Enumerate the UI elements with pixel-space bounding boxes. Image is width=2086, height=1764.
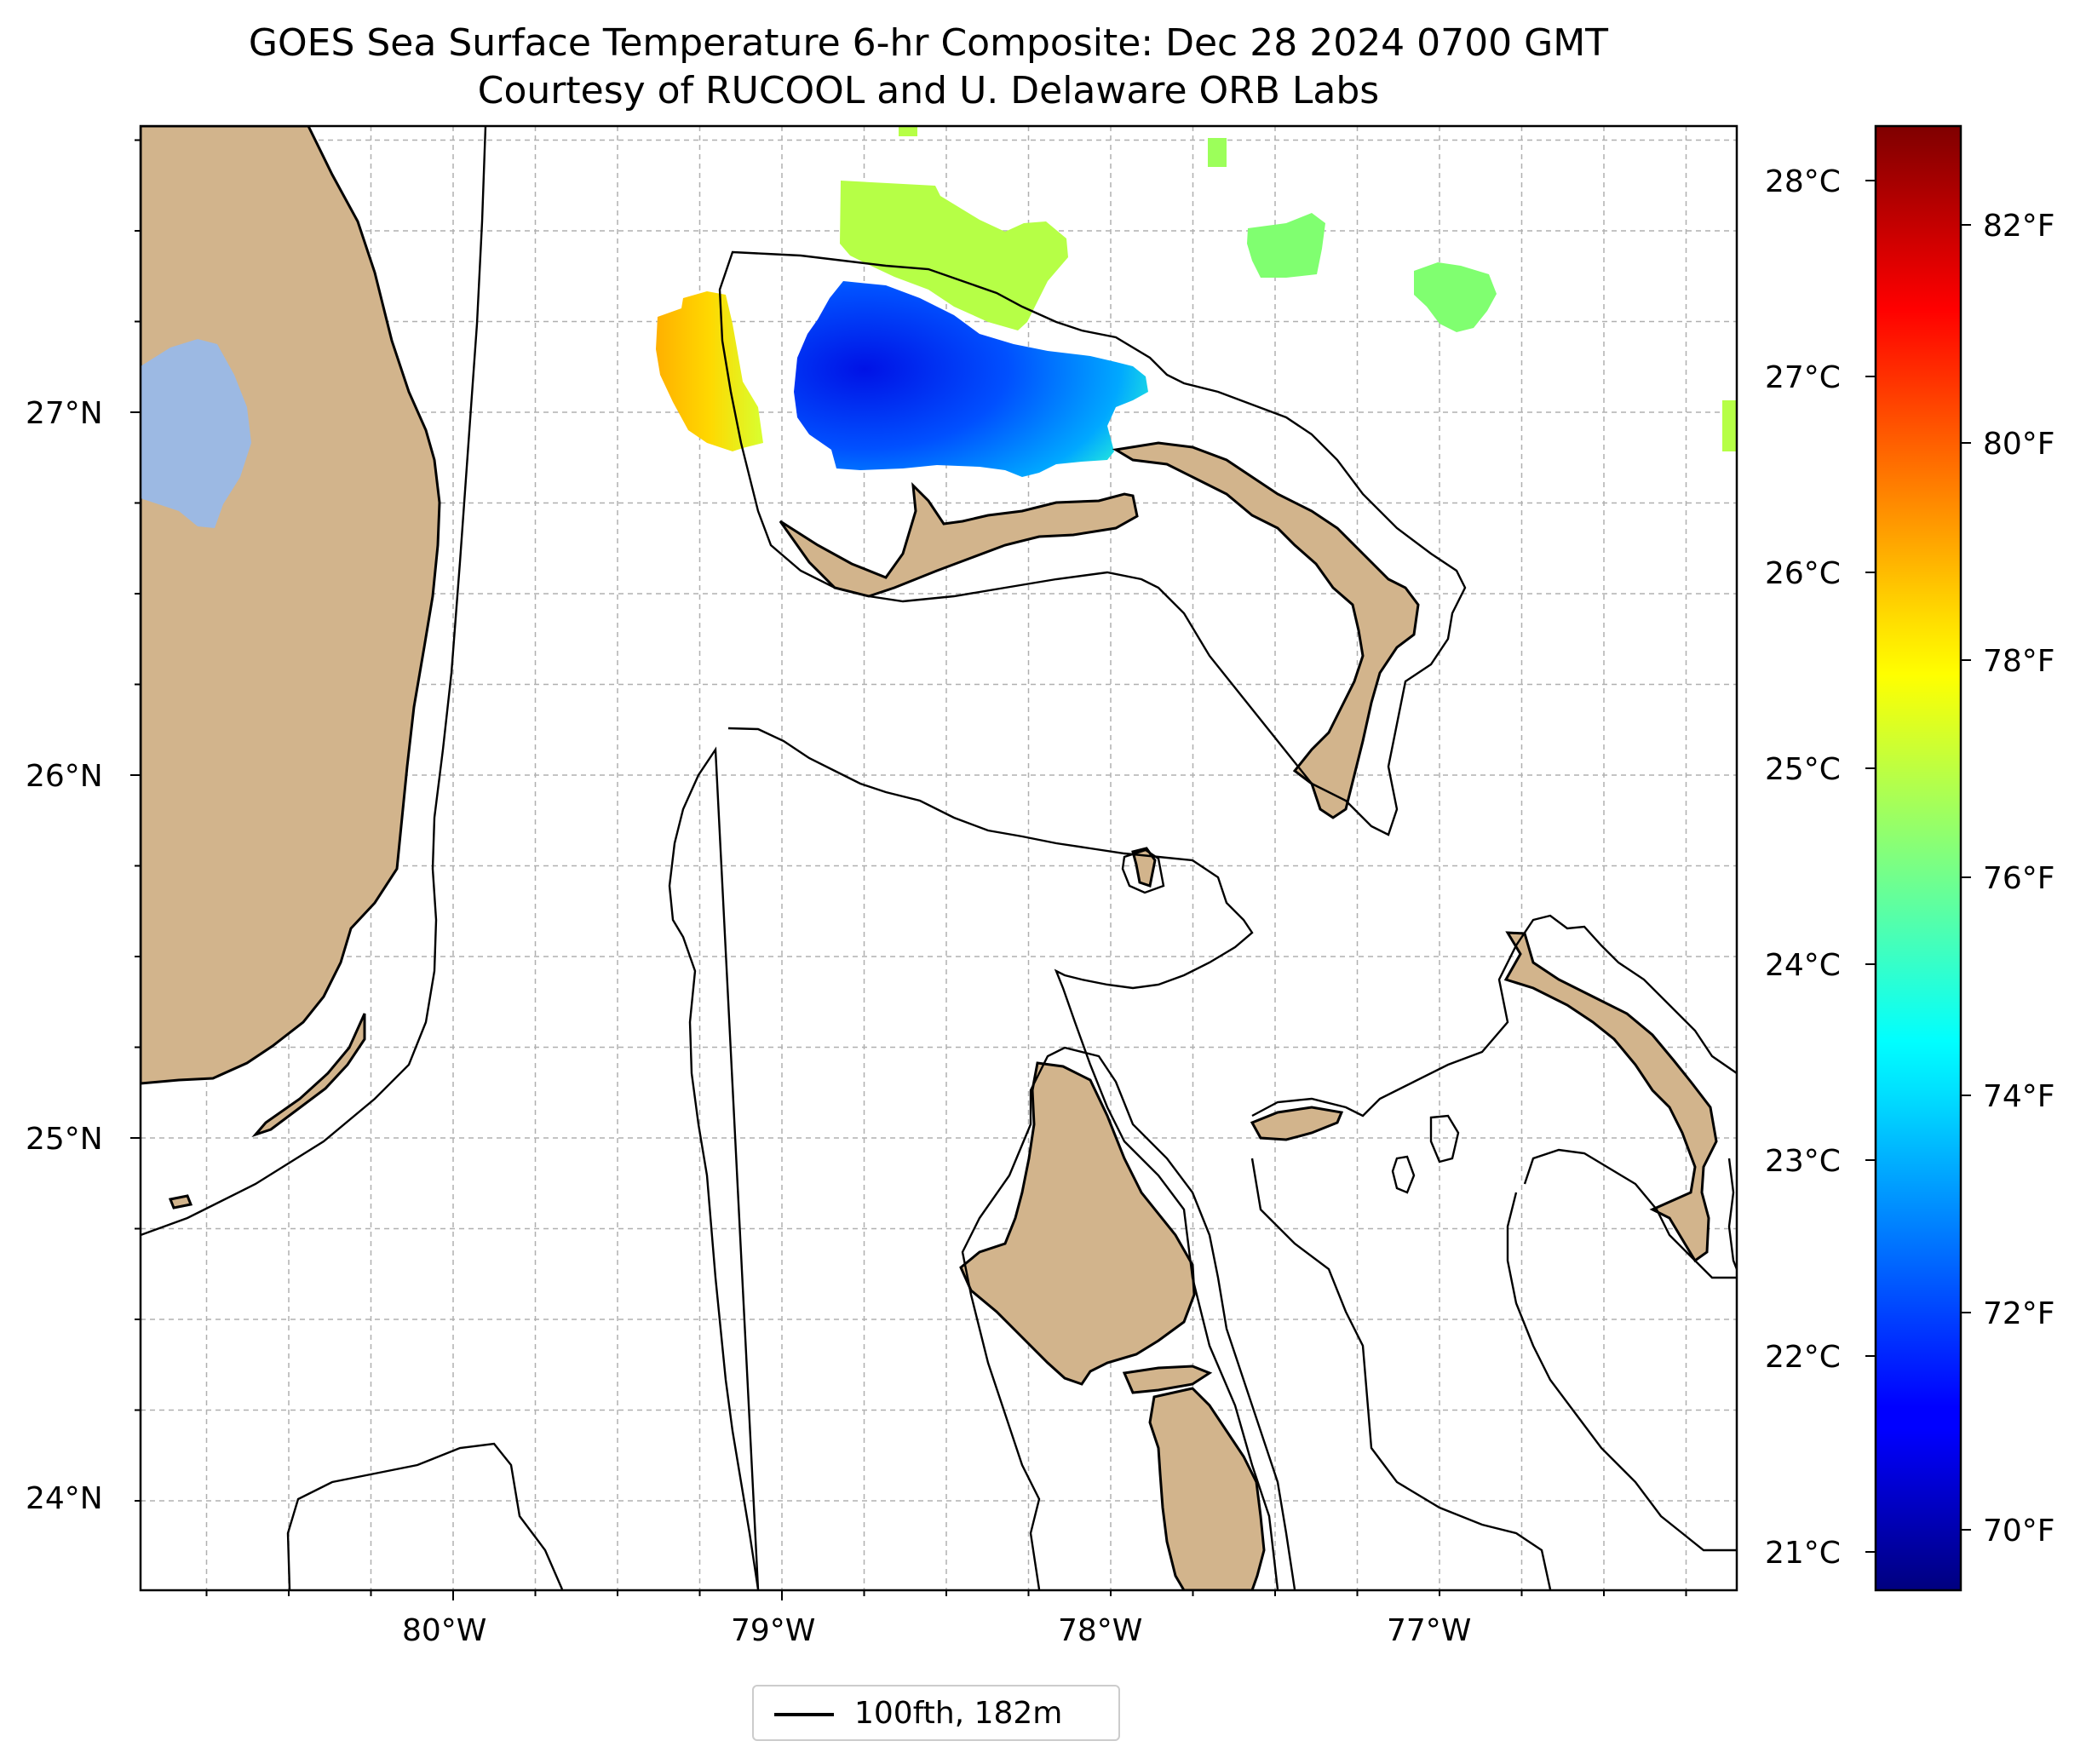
andros-mid-land (1122, 1365, 1213, 1394)
berry-islands (1131, 847, 1157, 888)
andros-land (959, 1061, 1196, 1386)
florida-keys-2 (168, 1194, 193, 1210)
fahrenheit-tick-label: 82°F (1983, 209, 2055, 244)
sst-patch-cold (794, 281, 1148, 477)
celsius-tick-label: 25°C (1765, 752, 1841, 787)
lat-tick-label: 24°N (26, 1481, 103, 1516)
celsius-tick-label: 27°C (1765, 360, 1841, 395)
bathymetry-contours (141, 126, 1737, 1590)
sst-patch-green-2 (1414, 262, 1497, 332)
lat-tick-label: 26°N (26, 759, 103, 794)
lon-tick-label: 77°W (1387, 1613, 1472, 1648)
map-content (141, 126, 1737, 1590)
celsius-tick-label: 28°C (1765, 164, 1841, 199)
lake-okeechobee (141, 339, 251, 528)
lat-tick-label: 25°N (26, 1122, 103, 1157)
sst-patch-yellowgreen (840, 181, 1068, 330)
celsius-tick-label: 23°C (1765, 1144, 1841, 1179)
fahrenheit-tick-label: 80°F (1983, 427, 2055, 462)
figure-subtitle: Courtesy of RUCOOL and U. Delaware ORB L… (477, 69, 1380, 112)
celsius-tick-label: 22°C (1765, 1340, 1841, 1375)
sst-patch-green-3 (1208, 138, 1227, 167)
fahrenheit-tick-label: 72°F (1983, 1296, 2055, 1331)
map-legend: 100fth, 182m (752, 1685, 1120, 1741)
celsius-tick-label: 26°C (1765, 556, 1841, 591)
andros-south-land (1148, 1387, 1266, 1590)
map-gridlines (141, 126, 1737, 1590)
map-axis-ticks (130, 139, 1687, 1600)
celsius-tick-label: 21°C (1765, 1536, 1841, 1571)
colorbar (1874, 124, 1962, 1592)
figure-title: GOES Sea Surface Temperature 6-hr Compos… (248, 21, 1609, 65)
lon-tick-label: 80°W (402, 1613, 487, 1648)
lon-tick-label: 78°W (1058, 1613, 1143, 1648)
contour-legend-label: 100fth, 182m (854, 1696, 1063, 1731)
colorbar-ticks (1865, 180, 1971, 1553)
sst-patch-green-1 (1247, 213, 1325, 278)
fahrenheit-tick-label: 70°F (1983, 1514, 2055, 1549)
florida-keys (251, 1013, 366, 1138)
fahrenheit-tick-label: 78°F (1983, 644, 2055, 679)
celsius-tick-label: 24°C (1765, 948, 1841, 983)
sst-patch-green-4 (1722, 400, 1737, 451)
map-frame (139, 124, 1738, 1592)
contour-legend-swatch (774, 1713, 834, 1716)
new-providence-land (1250, 1106, 1344, 1141)
abaco-land (1112, 441, 1420, 819)
fahrenheit-tick-label: 76°F (1983, 861, 2055, 896)
sst-patch-green-5 (899, 126, 917, 136)
lon-tick-label: 79°W (731, 1613, 816, 1648)
sst-patch-warm (656, 291, 763, 451)
grand-bahama-land (779, 481, 1139, 598)
fahrenheit-tick-label: 74°F (1983, 1079, 2055, 1114)
eleuthera-land (1503, 931, 1718, 1263)
florida-land (141, 126, 441, 1085)
lat-tick-label: 27°N (26, 396, 103, 431)
